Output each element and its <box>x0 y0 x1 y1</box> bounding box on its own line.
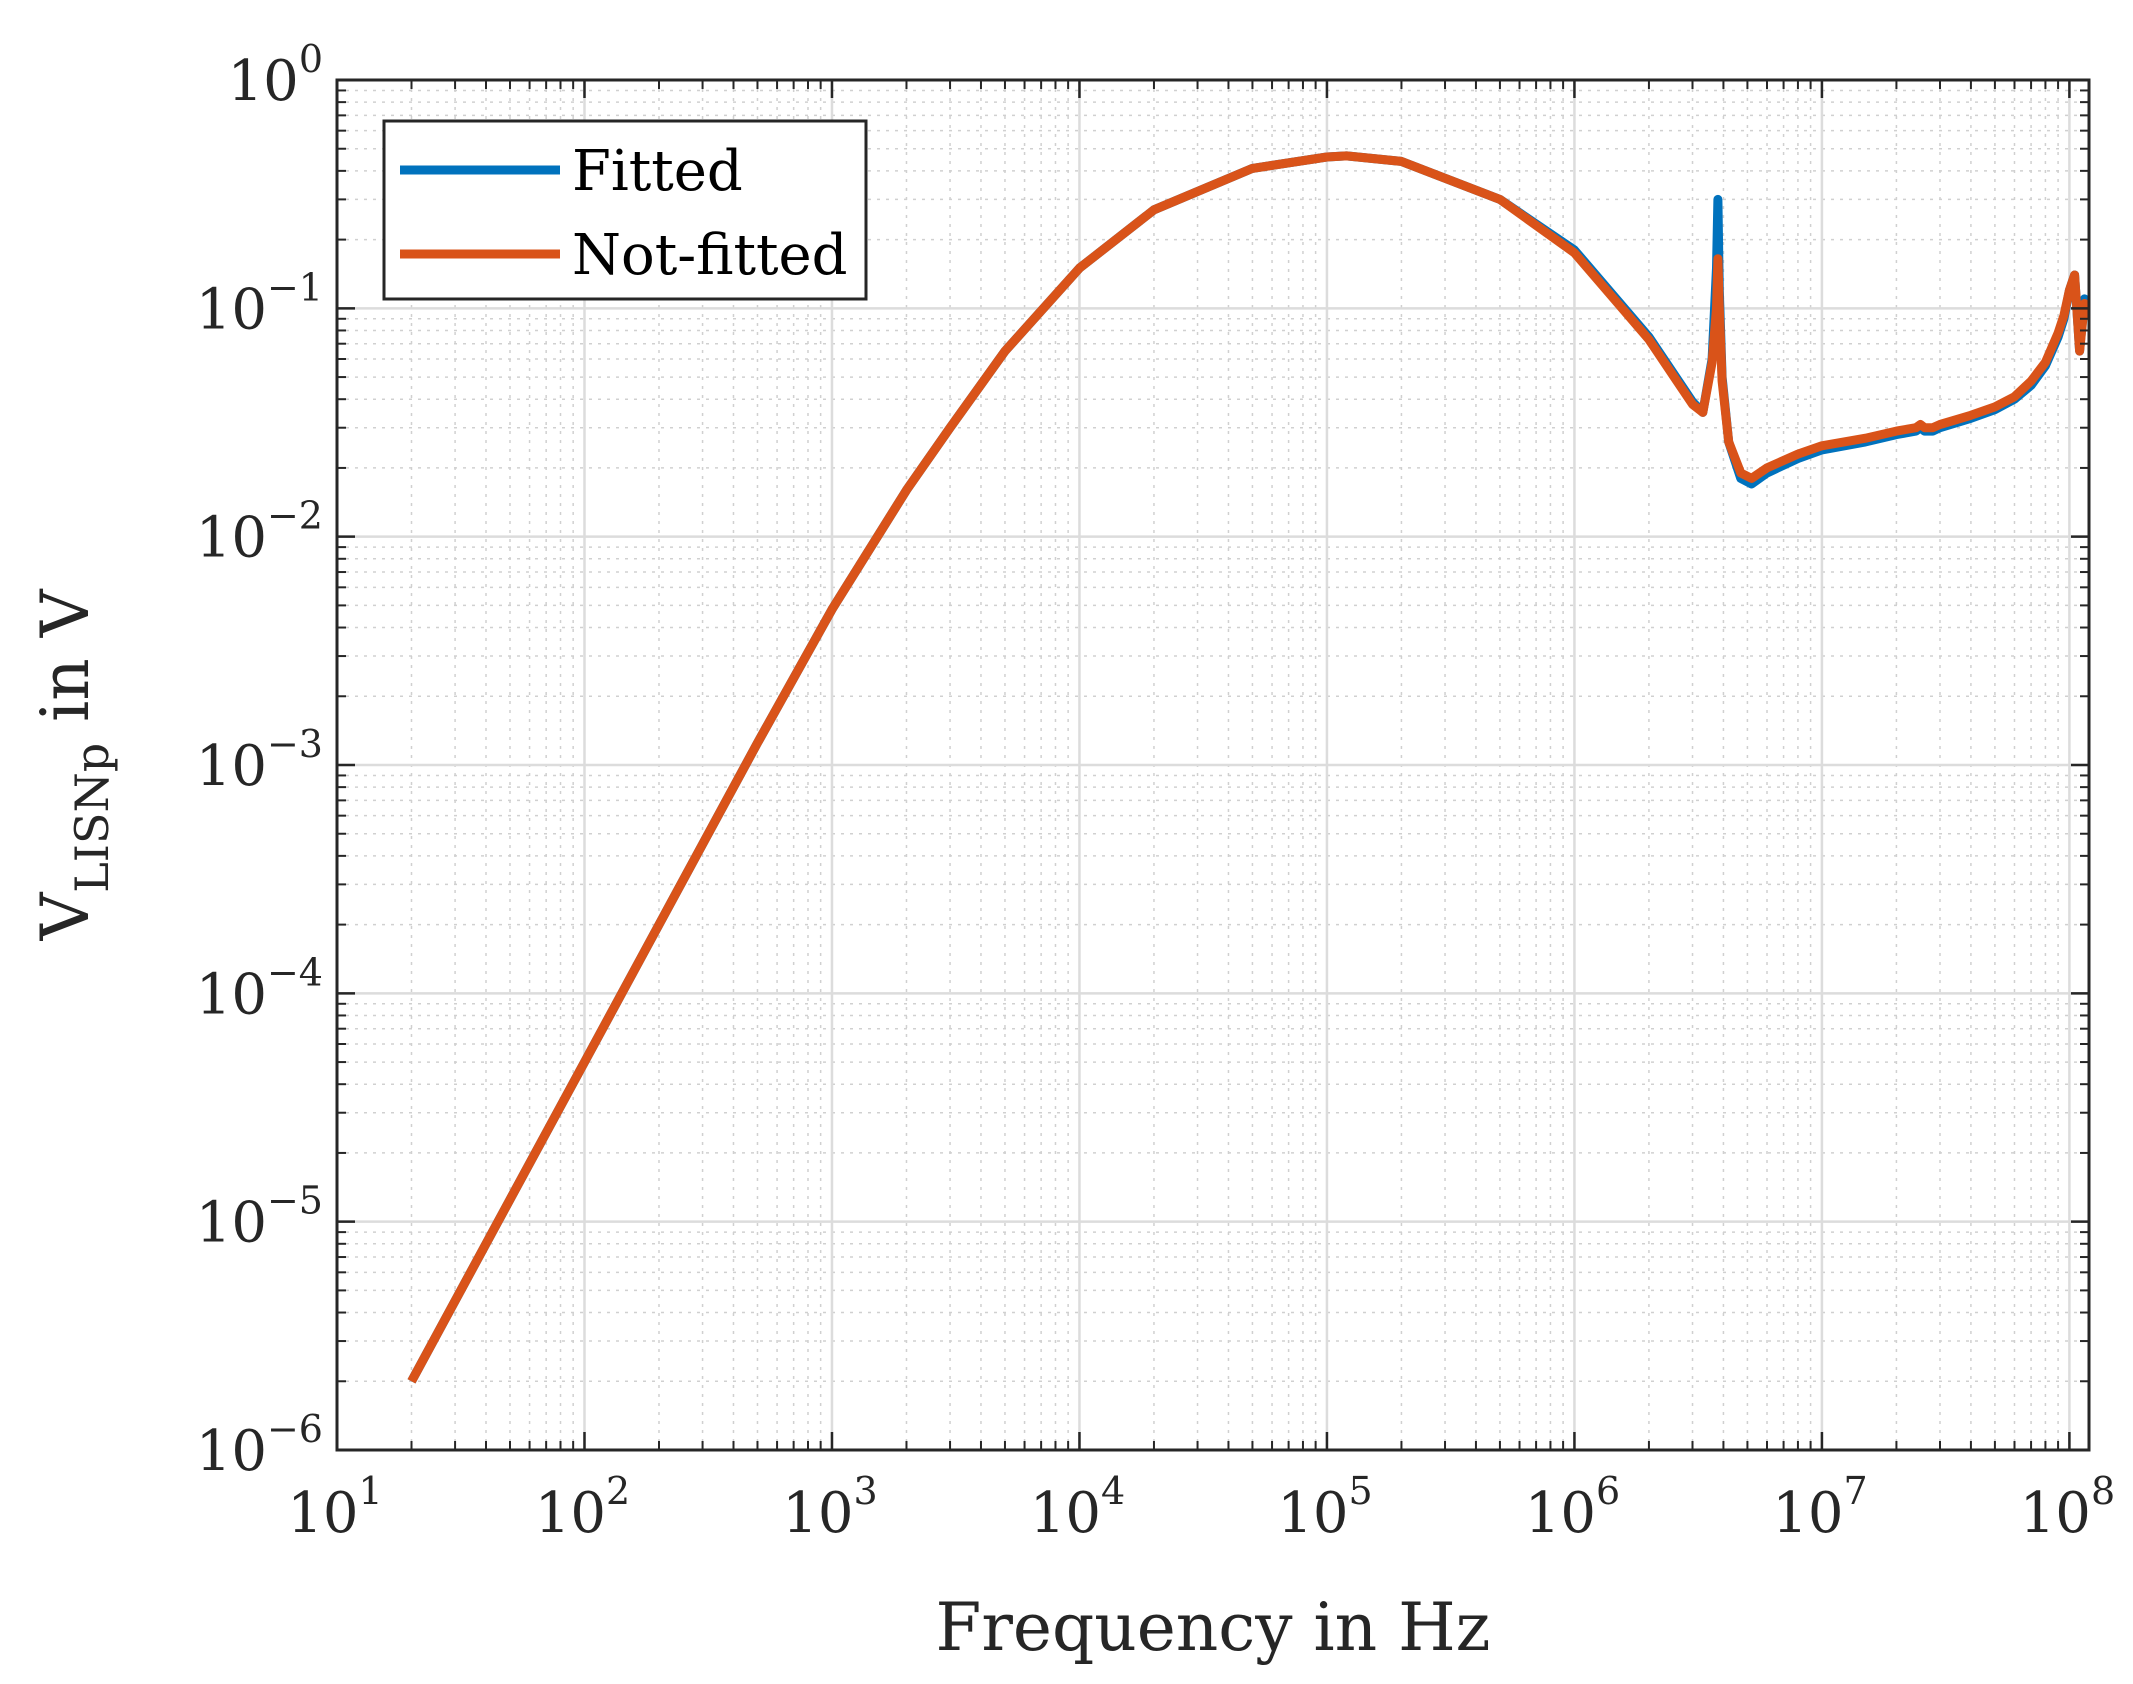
x-tick-base: 10 <box>1277 1481 1348 1546</box>
x-tick-label: 101 <box>287 1469 382 1546</box>
y-tick-label: 10−5 <box>196 1179 323 1256</box>
y-tick-base: 10 <box>196 1419 267 1484</box>
y-tick-label: 100 <box>228 37 323 114</box>
legend-label-not-fitted: Not-fitted <box>572 223 848 288</box>
y-tick-label: 10−3 <box>196 722 323 799</box>
x-tick-exponent: 8 <box>2091 1469 2115 1513</box>
x-tick-labels: 101 102 103 104 105 106 107 108 <box>287 1469 2115 1546</box>
x-tick-base: 10 <box>2020 1481 2091 1546</box>
y-tick-label: 10−2 <box>196 494 323 571</box>
series-layer <box>407 151 2089 1384</box>
x-tick-label: 103 <box>782 1469 877 1546</box>
x-tick-exponent: 1 <box>359 1469 383 1513</box>
x-tick-base: 10 <box>1030 1481 1101 1546</box>
y-tick-exponent: −4 <box>267 950 323 994</box>
y-tick-label: 10−6 <box>196 1407 323 1484</box>
y-tick-base: 10 <box>196 962 267 1027</box>
y-tick-base: 10 <box>196 277 267 342</box>
y-tick-exponent: −3 <box>267 722 323 766</box>
y-tick-exponent: −5 <box>267 1179 323 1223</box>
x-tick-exponent: 6 <box>1596 1469 1620 1513</box>
x-tick-exponent: 7 <box>1843 1469 1867 1513</box>
y-tick-base: 10 <box>196 734 267 799</box>
y-axis-label-suffix: in V <box>27 588 104 743</box>
x-tick-exponent: 4 <box>1101 1469 1125 1513</box>
x-tick-label: 108 <box>2020 1469 2115 1546</box>
legend-label-fitted: Fitted <box>572 139 743 204</box>
x-tick-exponent: 5 <box>1348 1469 1372 1513</box>
y-axis-label-subscript: LISNp <box>65 743 119 893</box>
x-tick-label: 107 <box>1772 1469 1867 1546</box>
y-tick-exponent: −1 <box>267 265 323 309</box>
legend: Fitted Not-fitted <box>382 119 868 301</box>
x-tick-label: 102 <box>535 1469 630 1546</box>
x-tick-base: 10 <box>1525 1481 1596 1546</box>
x-tick-label: 105 <box>1277 1469 1372 1546</box>
y-tick-label: 10−4 <box>196 950 323 1027</box>
legend-box <box>382 119 868 301</box>
x-axis-label: Frequency in Hz <box>936 1589 1491 1666</box>
y-axis-label-main: V <box>27 891 104 941</box>
y-tick-label: 10−1 <box>196 265 323 342</box>
x-tick-exponent: 2 <box>606 1469 630 1513</box>
y-axis-label: VLISNp in V <box>27 588 119 941</box>
x-tick-base: 10 <box>287 1481 358 1546</box>
y-tick-exponent: −6 <box>267 1407 323 1451</box>
axes-box <box>335 78 2091 1452</box>
x-tick-label: 106 <box>1525 1469 1620 1546</box>
x-tick-base: 10 <box>1772 1481 1843 1546</box>
y-tick-exponent: 0 <box>299 37 323 81</box>
x-tick-label: 104 <box>1030 1469 1125 1546</box>
y-tick-base: 10 <box>196 506 267 571</box>
x-tick-base: 10 <box>782 1481 853 1546</box>
series-line-not-fitted <box>407 151 2089 1384</box>
y-tick-exponent: −2 <box>267 494 323 538</box>
y-tick-base: 10 <box>228 49 299 114</box>
x-tick-base: 10 <box>535 1481 606 1546</box>
x-tick-exponent: 3 <box>854 1469 878 1513</box>
y-tick-base: 10 <box>196 1191 267 1256</box>
